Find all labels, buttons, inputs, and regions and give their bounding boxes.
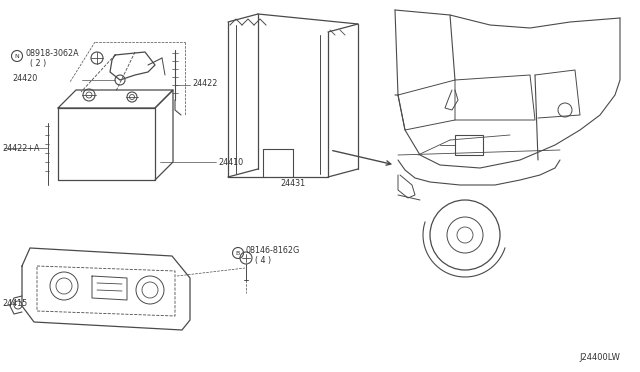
Text: N: N: [15, 54, 19, 58]
Text: J24400LW: J24400LW: [579, 353, 620, 362]
Text: 24410: 24410: [218, 157, 243, 167]
Bar: [455, 135, 483, 155]
Text: 24415: 24415: [2, 298, 28, 308]
Text: 24431: 24431: [280, 179, 305, 187]
Text: ( 2 ): ( 2 ): [30, 58, 46, 67]
Text: ( 4 ): ( 4 ): [255, 257, 271, 266]
Text: B: B: [236, 250, 240, 256]
Text: 24422: 24422: [192, 78, 218, 87]
Text: 08918-3062A: 08918-3062A: [25, 48, 79, 58]
Text: 24420: 24420: [12, 74, 37, 83]
Text: 08146-8162G: 08146-8162G: [246, 246, 300, 254]
Text: 24422+A: 24422+A: [2, 144, 40, 153]
